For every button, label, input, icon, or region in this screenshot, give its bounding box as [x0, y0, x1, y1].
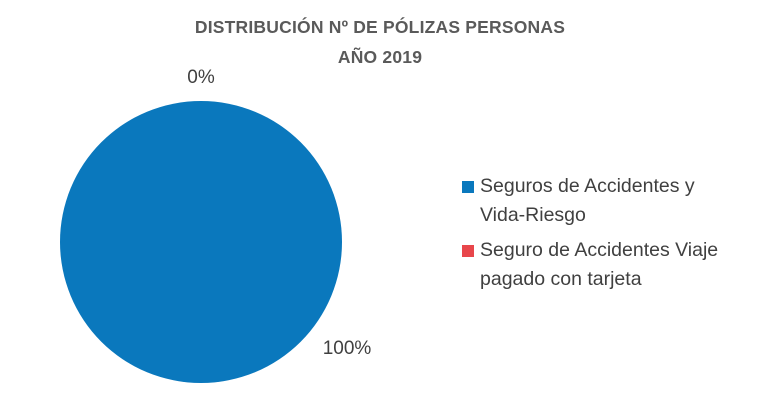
legend-label: Seguro de Accidentes Viaje pagado con ta… — [480, 239, 719, 290]
legend-item-accidentes-viaje: Seguro de Accidentes Viaje pagado con ta… — [462, 236, 730, 294]
legend-item-accidentes-vida-riesgo: Seguros de Accidentes y Vida-Riesgo — [462, 172, 730, 230]
legend-swatch — [462, 181, 474, 193]
data-label-accidentes-viaje: 0% — [187, 67, 215, 88]
data-label-accidentes-vida-riesgo: 100% — [323, 338, 372, 359]
chart-title: DISTRIBUCIÓN Nº DE PÓLIZAS PERSONAS — [194, 17, 566, 37]
pie-slice-accidentes-vida-riesgo — [60, 101, 342, 383]
legend-label: Seguros de Accidentes y Vida-Riesgo — [480, 175, 695, 226]
legend-swatch — [462, 245, 474, 257]
chart-subtitle: AÑO 2019 — [337, 47, 423, 67]
